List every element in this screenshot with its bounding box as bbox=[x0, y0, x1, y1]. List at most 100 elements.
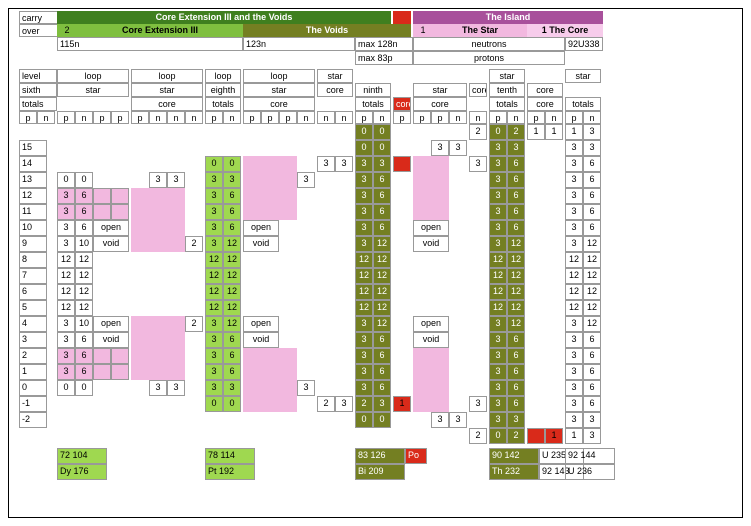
lbl-sixth: sixth bbox=[19, 83, 57, 97]
foot-extra-g6: Po bbox=[405, 448, 427, 464]
cell-g5-17-0: 2 bbox=[317, 396, 335, 412]
hdr-1core: 1 The Core bbox=[527, 24, 603, 37]
cell-g6-11-1: 12 bbox=[373, 300, 391, 316]
rowlbl-4: 4 bbox=[19, 316, 47, 332]
cell-g1-15-0: 3 bbox=[57, 364, 75, 380]
cell-g9-4-0: 3 bbox=[489, 188, 507, 204]
cell-g11-19-1: 3 bbox=[583, 428, 601, 444]
cell-g9-17-1: 6 bbox=[507, 396, 525, 412]
cell-g1-5-0: 3 bbox=[57, 204, 75, 220]
cell-g9-12-1: 12 bbox=[507, 316, 525, 332]
cell-g1-12-0: 3 bbox=[57, 316, 75, 332]
cell: n bbox=[37, 111, 55, 124]
pn-g1-3: p bbox=[111, 111, 129, 124]
cell-g6-5-0: 3 bbox=[355, 204, 373, 220]
cell-g11-10-0: 12 bbox=[565, 284, 583, 300]
cell-g7-1-2: 3 bbox=[449, 140, 467, 156]
cell-g9-13-1: 6 bbox=[507, 332, 525, 348]
foot2-g6: Bi 209 bbox=[355, 464, 405, 480]
cell-g1-5-3 bbox=[111, 204, 129, 220]
foot2-g9: Th 232 bbox=[489, 464, 539, 480]
cell-g11-18-1: 3 bbox=[583, 412, 601, 428]
cell-g11-1-0: 3 bbox=[565, 140, 583, 156]
cell-g11-12-1: 12 bbox=[583, 316, 601, 332]
rowlbl-7: 7 bbox=[19, 268, 47, 284]
cell-g9-14-1: 6 bbox=[507, 348, 525, 364]
cell-g1-15-3 bbox=[111, 364, 129, 380]
cell-g6-9-1: 12 bbox=[373, 268, 391, 284]
cell-g6-1-1: 0 bbox=[373, 140, 391, 156]
hdr-voids: The Voids bbox=[243, 24, 411, 37]
pn-g4-2: p bbox=[279, 111, 297, 124]
cell-g5-2-1: 3 bbox=[335, 156, 353, 172]
cell-g1-16-0: 0 bbox=[57, 380, 75, 396]
cell-g1-7-1: 10 bbox=[75, 236, 93, 252]
cell-g6-2-1: 3 bbox=[373, 156, 391, 172]
cell-g1-7-2: void bbox=[93, 236, 129, 252]
cell-g3-16-0: 3 bbox=[205, 380, 223, 396]
cell-g6-15-1: 6 bbox=[373, 364, 391, 380]
cell-g6-4-0: 3 bbox=[355, 188, 373, 204]
cell-g1-9-0: 12 bbox=[57, 268, 75, 284]
cell-g4-3-3: 3 bbox=[297, 172, 315, 188]
pn-g1-1: n bbox=[75, 111, 93, 124]
cell-g11-12-0: 3 bbox=[565, 316, 583, 332]
hdr-1: 1 bbox=[413, 24, 433, 37]
cell-g9-1-1: 3 bbox=[507, 140, 525, 156]
cell-g1-13-2: void bbox=[93, 332, 129, 348]
cell-g4-13-0: void bbox=[243, 332, 279, 348]
cell-g9-9-1: 12 bbox=[507, 268, 525, 284]
cell-g11-19-0: 1 bbox=[565, 428, 583, 444]
cell-g8-17-0: 3 bbox=[469, 396, 487, 412]
cell-g11-8-1: 12 bbox=[583, 252, 601, 268]
cell-g6-7-1: 12 bbox=[373, 236, 391, 252]
rowlbl-1: 1 bbox=[19, 364, 47, 380]
cell-g11-17-1: 6 bbox=[583, 396, 601, 412]
cell-g11-11-1: 12 bbox=[583, 300, 601, 316]
cell-g9-5-1: 6 bbox=[507, 204, 525, 220]
cell: p bbox=[19, 111, 37, 124]
gl-mid-g9: tenth bbox=[489, 83, 525, 97]
gl-low-g2: core bbox=[131, 97, 203, 111]
cell-g9-9-0: 12 bbox=[489, 268, 507, 284]
cell-g1-12-1: 10 bbox=[75, 316, 93, 332]
cell-g1-14-0: 3 bbox=[57, 348, 75, 364]
cell-g3-15-1: 6 bbox=[223, 364, 241, 380]
cell-g6b-2-0 bbox=[393, 156, 411, 172]
pn-g9-0: p bbox=[489, 111, 507, 124]
cell-g7-12-0: open bbox=[413, 316, 449, 332]
cell-g11-7-0: 3 bbox=[565, 236, 583, 252]
cell-g9-7-0: 3 bbox=[489, 236, 507, 252]
gl-low-g6: totals bbox=[355, 97, 391, 111]
rowlbl-2: 2 bbox=[19, 348, 47, 364]
cell-g3-5-1: 6 bbox=[223, 204, 241, 220]
cell-g3-7-1: 12 bbox=[223, 236, 241, 252]
cell-g1-6-1: 6 bbox=[75, 220, 93, 236]
rowlbl-15: 15 bbox=[19, 140, 47, 156]
cell-g6-3-1: 6 bbox=[373, 172, 391, 188]
gl-mid-g7: star bbox=[413, 83, 467, 97]
cell-g3-10-1: 12 bbox=[223, 284, 241, 300]
cell-g6-9-0: 12 bbox=[355, 268, 373, 284]
cell-g6-2-0: 3 bbox=[355, 156, 373, 172]
cell-g3-5-0: 3 bbox=[205, 204, 223, 220]
cell-g6-12-1: 12 bbox=[373, 316, 391, 332]
cell-g7-1-1: 3 bbox=[431, 140, 449, 156]
pn-g7-0: p bbox=[413, 111, 431, 124]
cell-g6-14-0: 3 bbox=[355, 348, 373, 364]
pink-band bbox=[413, 156, 449, 220]
pink-band bbox=[131, 188, 185, 252]
cell-g3-8-1: 12 bbox=[223, 252, 241, 268]
cell-g9-19-0: 0 bbox=[489, 428, 507, 444]
cell-g1-5-2 bbox=[93, 204, 111, 220]
cell-g1-14-3 bbox=[111, 348, 129, 364]
cell-g1-12-2: open bbox=[93, 316, 129, 332]
cell-g11-3-0: 3 bbox=[565, 172, 583, 188]
cell-g3-17-1: 0 bbox=[223, 396, 241, 412]
pn-g6-1: n bbox=[373, 111, 391, 124]
cell-g6-15-0: 3 bbox=[355, 364, 373, 380]
cell-g6-6-0: 3 bbox=[355, 220, 373, 236]
cell-g9-3-1: 6 bbox=[507, 172, 525, 188]
cell-g1-15-2 bbox=[93, 364, 111, 380]
hdr-island: The Island bbox=[413, 11, 603, 24]
